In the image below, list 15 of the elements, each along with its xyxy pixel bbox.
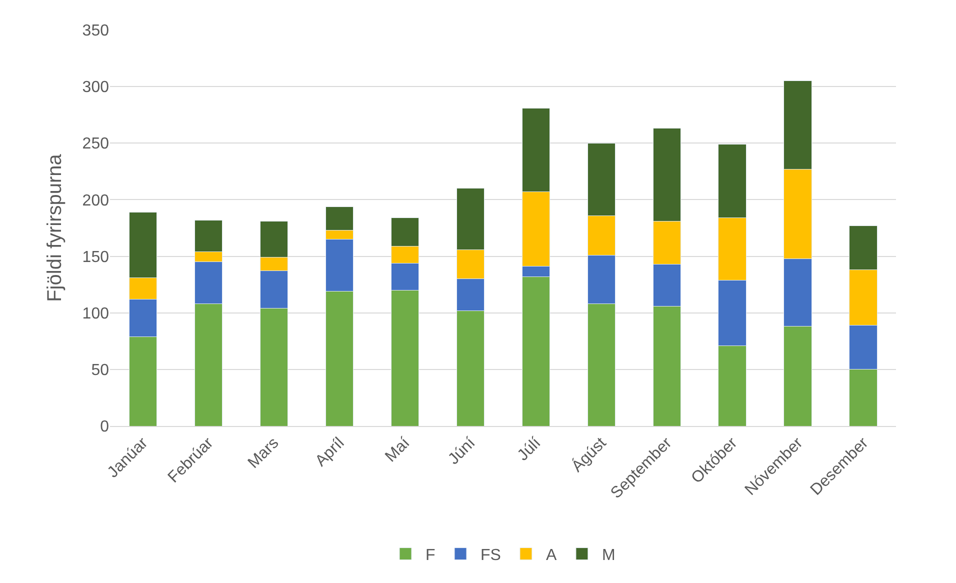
y-tick-label: 200 [82,192,110,210]
y-tick-label: 50 [91,362,110,380]
y-axis-title: Fjöldi fyrirspurna [44,153,66,302]
y-tick-label: 100 [82,305,110,322]
y-tick-label: 300 [82,79,110,96]
y-tick-label: 0 [100,418,110,436]
x-tick-label: Júlí [514,434,545,464]
x-tick-label: Maí [382,434,414,466]
legend-label: M [602,547,616,564]
legend-label: FS [480,547,501,564]
legend-label: F [426,547,436,564]
legend-label: A [546,547,557,564]
y-tick-label: 150 [82,248,110,266]
y-tick-label: 350 [82,22,110,40]
y-tick-label: 250 [82,136,110,153]
